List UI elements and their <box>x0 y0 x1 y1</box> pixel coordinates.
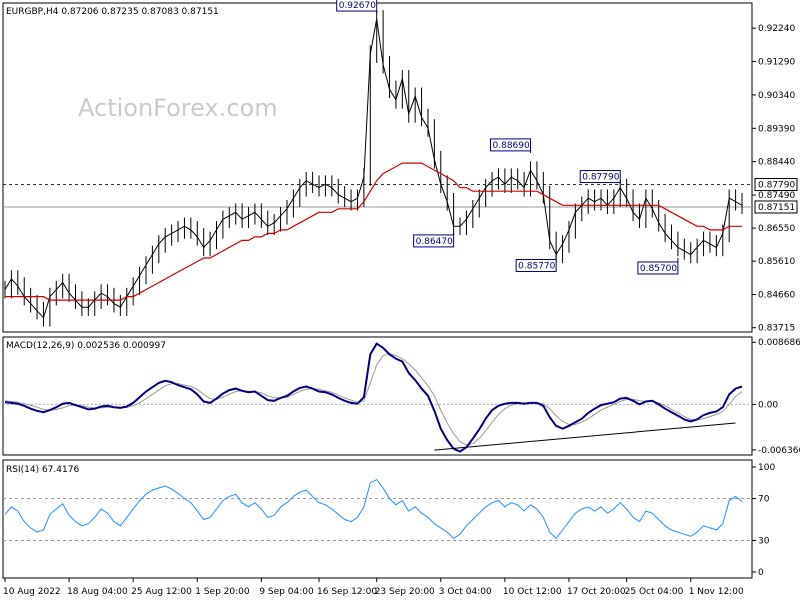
macd-y-tick-label: 0.008686 <box>758 338 800 348</box>
price-y-tick-label: 0.92240 <box>758 24 795 34</box>
x-tick-label: 17 Oct 20:00 <box>567 587 626 597</box>
price-y-tick-label: 0.85610 <box>758 257 795 267</box>
price-layer: 0.92670 0.86470 0.88690 0.85770 0.87790 0.857… <box>3 0 798 334</box>
level-tag-label: 0.87790 <box>758 181 795 191</box>
annotation-box <box>515 259 557 273</box>
annotation-box <box>637 261 679 275</box>
annotation-label: 0.85770 <box>518 262 555 272</box>
annotation-label: 0.85700 <box>640 264 677 274</box>
rsi-panel-title: RSI(14) 67.4176 <box>6 465 79 475</box>
x-tick-label: 10 Oct 12:00 <box>503 587 562 597</box>
rsi-y-tick-label: 30 <box>758 537 770 547</box>
price-y-tick-label: 0.90340 <box>758 91 795 101</box>
level-tag-box <box>754 178 798 192</box>
x-tick-label: 1 Sep 20:00 <box>195 587 250 597</box>
macd-y-tick-label: -0.006366 <box>758 446 800 456</box>
rsi-y-tick-label: 100 <box>758 463 775 473</box>
annotation-label: 0.86470 <box>416 237 453 247</box>
price-y-tick-label: 0.88440 <box>758 158 795 168</box>
annotation-box <box>579 170 621 184</box>
macd-panel-frame <box>2 336 753 456</box>
x-tick-label: 18 Aug 04:00 <box>67 587 128 597</box>
price-y-tick-label: 0.87490 <box>758 191 795 201</box>
price-y-tick-label: 0.86550 <box>758 224 795 234</box>
x-tick-label: 9 Sep 04:00 <box>259 587 314 597</box>
watermark: ActionForex.com <box>78 94 278 122</box>
macd-trendline <box>434 422 736 451</box>
x-tick-label: 3 Oct 04:00 <box>439 587 492 597</box>
annotation-box <box>413 234 455 248</box>
rsi-panel-frame <box>2 459 753 579</box>
series-eurgbp-line <box>4 18 743 319</box>
rsi-y-tick-label: 0 <box>758 568 764 578</box>
annotation-label: 0.92670 <box>339 1 376 11</box>
price-y-tick-label: 0.89390 <box>758 124 795 134</box>
x-tick-label: 23 Sep 20:00 <box>375 587 435 597</box>
series-macd-line <box>4 342 743 453</box>
x-tick-label: 25 Oct 04:00 <box>625 587 684 597</box>
annotation-box <box>336 0 378 12</box>
annotation-label: 0.87790 <box>582 173 619 183</box>
level-tag-label: 0.87151 <box>758 203 795 213</box>
x-tick-label: 25 Aug 12:00 <box>131 587 192 597</box>
price-y-tick-label: 0.83715 <box>758 324 795 334</box>
macd-panel-title: MACD(12,26,9) 0.002536 0.000997 <box>6 341 166 351</box>
macd-y-tick-label: 0.00 <box>758 400 778 410</box>
annotation-box <box>490 138 532 152</box>
level-tag-box <box>754 200 798 214</box>
axis-layer: 10 Aug 2022 18 Aug 04:00 25 Aug 12:00 1 Sep… <box>3 578 744 597</box>
price-panel-frame <box>2 2 753 333</box>
price-y-tick-label: 0.91290 <box>758 58 795 68</box>
x-tick-label: 1 Nov 12:00 <box>689 587 744 597</box>
price-y-tick-label: 0.84660 <box>758 291 795 301</box>
macd-layer: 0.008686 0.00 -0.006366 <box>3 338 800 456</box>
rsi-y-tick-label: 70 <box>758 495 770 505</box>
series-rsi-line <box>4 478 743 540</box>
x-tick-label: 10 Aug 2022 <box>3 587 61 597</box>
annotation-label: 0.88690 <box>493 141 530 151</box>
price-panel-title: EURGBP,H4 0.87206 0.87235 0.87083 0.8715… <box>6 7 219 17</box>
series-ma-line <box>5 162 742 301</box>
x-tick-label: 16 Sep 12:00 <box>317 587 377 597</box>
rsi-layer: 100 70 30 0 <box>3 463 775 578</box>
